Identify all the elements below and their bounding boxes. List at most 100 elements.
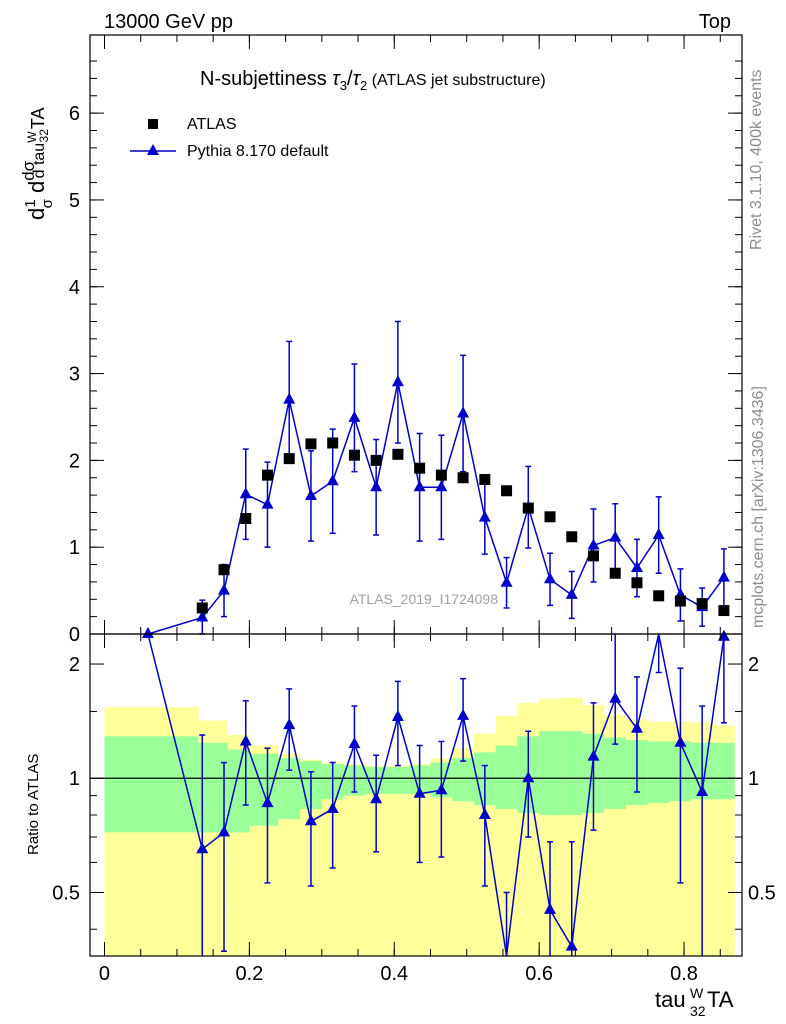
band-yellow-lower [387, 801, 409, 956]
atlas-point [609, 567, 621, 579]
pythia-point [391, 375, 404, 387]
band-green [104, 736, 177, 833]
ratio-point [326, 801, 339, 813]
band-yellow-lower [713, 832, 735, 956]
atlas-point [587, 550, 599, 562]
pythia-point [218, 583, 231, 595]
band-green [713, 742, 735, 800]
ratio-point [674, 735, 687, 747]
ratio-point [239, 734, 252, 746]
band-green [495, 745, 518, 809]
ratio-point [413, 786, 426, 798]
pythia-point [326, 474, 339, 486]
ratio-point [370, 792, 383, 804]
main-ytick-label: 0 [69, 624, 80, 646]
legend-atlas-label: ATLAS [187, 116, 237, 133]
pythia-point [141, 627, 154, 638]
atlas-point [653, 590, 665, 602]
ratio-point [391, 710, 404, 722]
atlas-point [283, 453, 295, 465]
main-plot-area [141, 320, 730, 638]
pythia-point [413, 480, 426, 492]
band-green [227, 749, 250, 833]
ratio-plot-area [90, 629, 742, 957]
atlas-point [631, 577, 643, 589]
ratio-point [457, 708, 470, 720]
x-axis-label: tau W 32 TA [655, 985, 734, 1019]
atlas-point [501, 485, 513, 497]
ratio-point [261, 796, 274, 808]
band-yellow-lower [343, 815, 366, 956]
ratio-point [522, 771, 535, 783]
band-green [278, 758, 301, 820]
ratio-point [283, 718, 296, 730]
ratio-ytick-label-right: 0.5 [748, 882, 776, 904]
xtick-label: 0 [99, 963, 110, 985]
rivet-info: Rivet 3.1.10, 400k events [748, 69, 765, 250]
ratio-line [147, 633, 725, 957]
ratio-point [478, 808, 491, 820]
band-green [539, 731, 561, 816]
xtick-label: 0.6 [525, 963, 553, 985]
pythia-point [544, 572, 557, 584]
atlas-point [305, 438, 317, 450]
atlas-point [479, 473, 491, 485]
pythia-point [630, 561, 643, 573]
atlas-point [240, 513, 252, 525]
atlas-point [414, 462, 426, 474]
main-ytick-label: 2 [69, 450, 80, 472]
pythia-point [348, 410, 361, 422]
ratio-ytick-label-right: 2 [748, 654, 759, 676]
atlas-point [327, 437, 339, 449]
atlas-point [718, 605, 730, 617]
atlas-point [218, 564, 230, 576]
svg-text:tau: tau [655, 987, 686, 1012]
pythia-point [500, 575, 513, 587]
band-green [604, 737, 627, 809]
band-yellow-lower [278, 882, 301, 956]
band-yellow-lower [647, 834, 670, 956]
main-ytick-label: 4 [69, 277, 80, 299]
band-yellow-lower [300, 846, 322, 956]
ratio-point [717, 629, 730, 641]
band-green [198, 742, 228, 833]
band-yellow-lower [604, 844, 627, 956]
pythia-point [261, 497, 274, 509]
band-yellow-lower [517, 827, 540, 956]
band-yellow-lower [198, 862, 228, 956]
header-left: 13000 GeV pp [104, 11, 233, 33]
band-yellow-lower [473, 823, 496, 956]
ratio-ylabel: Ratio to ATLAS [25, 754, 42, 855]
legend: ATLAS Pythia 8.170 default [130, 116, 329, 160]
atlas-point [370, 454, 382, 466]
main-ylabel: d1σ ddσ d tauW32TA [19, 107, 56, 220]
ratio-point [696, 784, 709, 796]
atlas-point [392, 448, 404, 460]
atlas-point [544, 511, 556, 523]
band-green [452, 758, 474, 802]
main-ytick-label: 5 [69, 190, 80, 212]
band-yellow-lower [452, 815, 474, 956]
pythia-point [565, 587, 578, 599]
atlas-point [196, 602, 208, 614]
ratio-point [565, 939, 578, 951]
xtick-label: 0.2 [235, 963, 263, 985]
band-yellow-lower [582, 844, 605, 956]
pythia-point [457, 406, 470, 418]
header-right: Top [699, 11, 731, 33]
ratio-point [304, 814, 317, 826]
pythia-point [283, 392, 296, 404]
ratio-point [587, 749, 600, 761]
pythia-point [587, 538, 600, 550]
ratio-ytick-label: 0.5 [52, 882, 80, 904]
svg-text:32: 32 [690, 1003, 706, 1019]
atlas-point [435, 469, 447, 481]
band-green [387, 767, 409, 794]
pythia-point [239, 487, 252, 499]
main-ytick-label: 3 [69, 364, 80, 386]
band-green [647, 741, 670, 804]
atlas-point [348, 449, 360, 461]
band-yellow-lower [365, 806, 388, 956]
band-yellow-lower [408, 801, 431, 956]
